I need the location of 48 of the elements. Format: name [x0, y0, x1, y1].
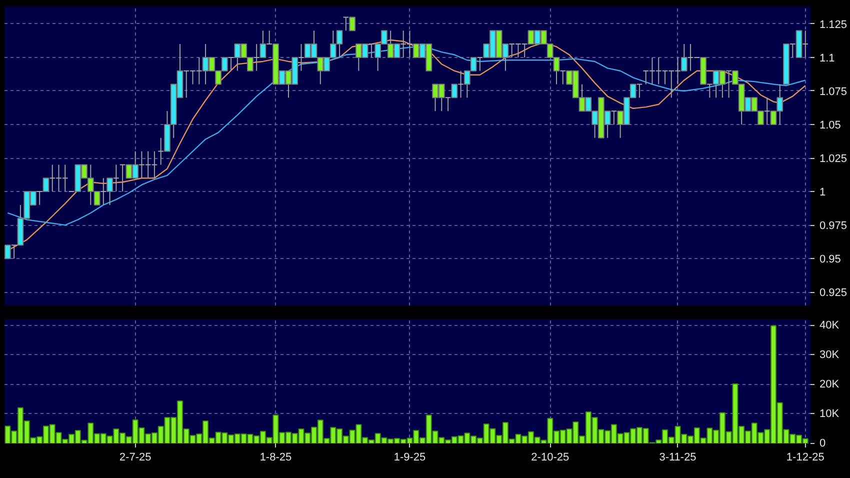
y-tick-label: 1.1 [820, 52, 835, 64]
candlestick [119, 164, 126, 192]
candlestick [42, 178, 50, 192]
y-tick-label: 20K [820, 378, 840, 390]
x-tick-label: 2-10-25 [531, 452, 570, 464]
candlestick [458, 70, 464, 98]
candlestick [100, 178, 107, 206]
x-tick-label: 1-8-25 [260, 452, 292, 464]
candlestick [266, 30, 273, 45]
candlestick [476, 56, 484, 72]
y-tick-label: 40K [820, 319, 840, 332]
candlestick [706, 84, 713, 98]
candlestick [636, 84, 643, 98]
y-tick-label: 1.025 [820, 153, 848, 166]
x-tick-label: 2-7-25 [119, 452, 152, 464]
candlestick [253, 44, 260, 72]
y-tick-label: 10K [820, 408, 840, 420]
candlestick [726, 70, 732, 98]
candlestick [451, 84, 458, 98]
candlestick [368, 44, 375, 58]
candlestick [10, 244, 18, 260]
candlestick [802, 30, 809, 58]
candlestick [298, 44, 304, 72]
x-tick-label: 1-9-25 [394, 452, 426, 464]
candlestick [4, 244, 11, 260]
x-tick-label: 1-12-25 [786, 452, 824, 464]
candlestick [764, 97, 770, 125]
candlestick [444, 97, 452, 112]
candlestick [342, 16, 350, 32]
y-tick-label: 0 [820, 438, 826, 450]
y-tick-label: 0.95 [820, 254, 841, 266]
candlestick [560, 70, 566, 85]
candlestick [789, 44, 796, 58]
candlestick [610, 110, 618, 125]
y-tick-label: 30K [820, 348, 840, 361]
y-tick-label: 1.125 [820, 18, 848, 31]
candlestick [158, 137, 164, 166]
y-tick-label: 1 [820, 186, 826, 199]
candlestick [113, 164, 120, 192]
x-tick-label: 3-11-25 [659, 452, 696, 464]
line-series [7, 46, 806, 226]
candlestick [36, 191, 43, 206]
y-tick-label: 1.075 [820, 86, 848, 98]
y-tick-label: 0.925 [820, 287, 848, 300]
y-tick-label: 1.05 [820, 119, 841, 132]
y-tick-label: 0.975 [820, 220, 848, 232]
candlestick [349, 16, 356, 32]
candlestick [228, 56, 234, 72]
